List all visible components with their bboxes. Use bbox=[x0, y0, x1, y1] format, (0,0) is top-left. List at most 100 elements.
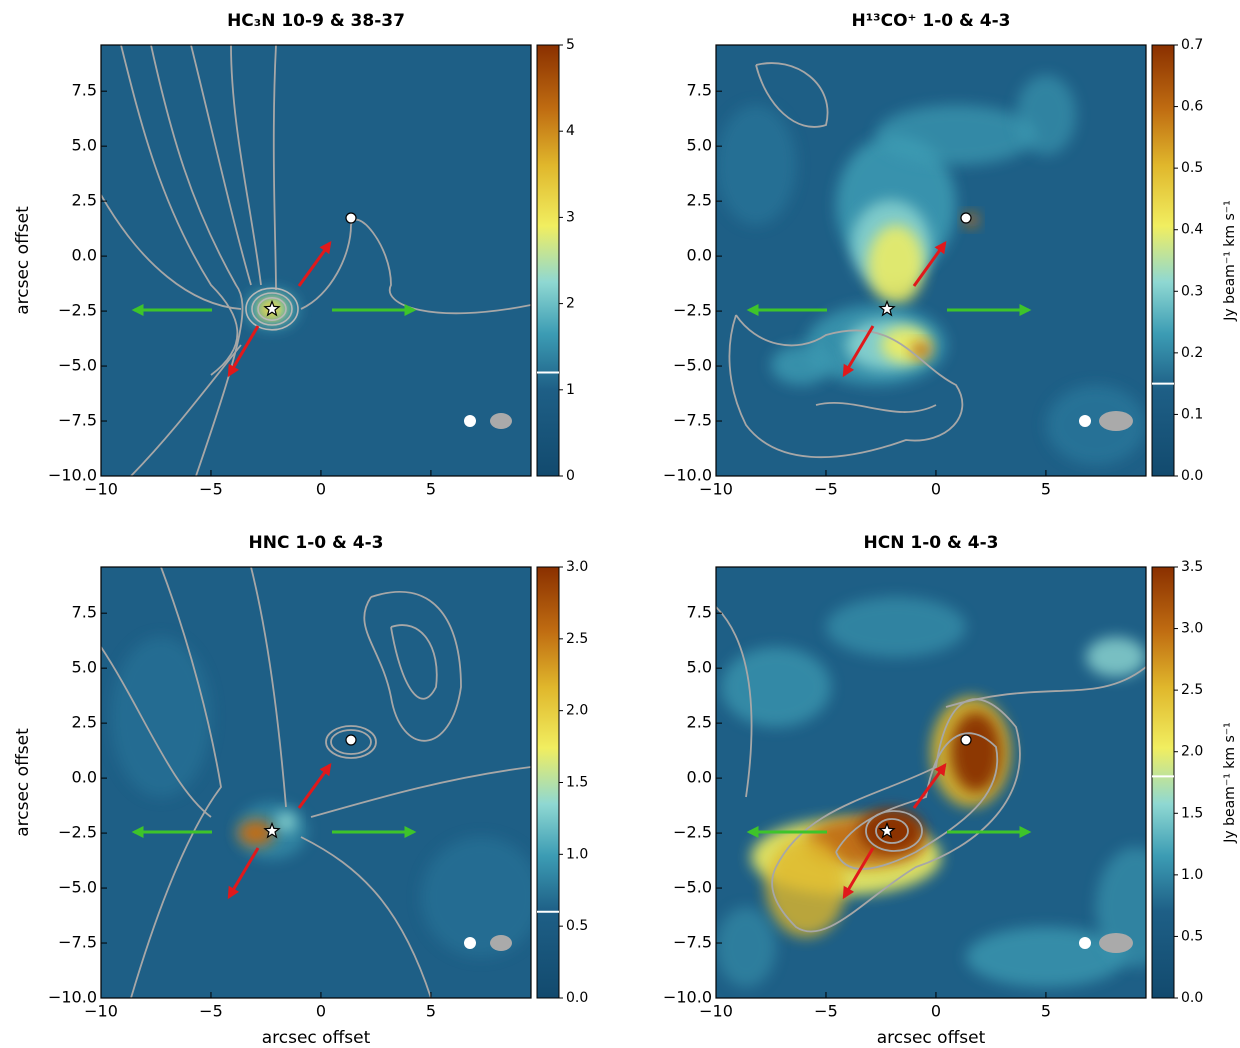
emission bbox=[876, 105, 1036, 165]
map bbox=[101, 567, 541, 998]
colorbar bbox=[537, 45, 559, 476]
x-tick-label: 0 bbox=[316, 480, 326, 499]
emission bbox=[1086, 637, 1146, 677]
y-tick-label: 7.5 bbox=[687, 603, 712, 622]
colorbar-tick-label: 0.0 bbox=[1181, 990, 1203, 1006]
y-tick-label: 2.5 bbox=[72, 713, 97, 732]
panel-title: HC₃N 10-9 & 38-37 bbox=[227, 11, 405, 31]
map bbox=[716, 567, 1176, 998]
colorbar-tick-label: 1 bbox=[566, 382, 575, 398]
colorbar-tick-label: 0.7 bbox=[1181, 37, 1203, 53]
colorbar-tick-label: 5 bbox=[566, 37, 575, 53]
y-tick-label: 7.5 bbox=[72, 81, 97, 100]
colorbar-tick-label: 0 bbox=[566, 468, 575, 484]
y-tick-label: −10.0 bbox=[48, 466, 97, 485]
x-axis-label: arcsec offset bbox=[262, 1028, 371, 1048]
colorbar bbox=[1152, 567, 1174, 998]
emission bbox=[868, 225, 924, 305]
x-tick-label: 5 bbox=[1041, 480, 1051, 499]
y-tick-label: −5.0 bbox=[673, 356, 712, 375]
emission bbox=[716, 907, 776, 987]
emission bbox=[111, 637, 211, 797]
y-axis-label: arcsec offset bbox=[13, 728, 33, 837]
colorbar-label: Jy beam⁻¹ km s⁻¹ bbox=[1222, 722, 1238, 844]
panel-title: HNC 1-0 & 4-3 bbox=[249, 533, 384, 553]
beam bbox=[1099, 411, 1133, 431]
beam bbox=[1079, 937, 1091, 949]
y-tick-label: −10.0 bbox=[663, 988, 712, 1007]
beam bbox=[490, 935, 512, 951]
figure: −10−505−10.0−7.5−5.0−2.50.02.55.07.5HC₃N… bbox=[0, 0, 1240, 1048]
x-tick-label: 0 bbox=[316, 1002, 326, 1021]
y-tick-label: −2.5 bbox=[673, 301, 712, 320]
beam bbox=[464, 937, 476, 949]
colorbar-tick-label: 3.5 bbox=[1181, 559, 1203, 575]
colorbar-tick-label: 2.5 bbox=[566, 631, 588, 647]
x-tick-label: 0 bbox=[931, 480, 941, 499]
x-tick-label: 5 bbox=[1041, 1002, 1051, 1021]
beam bbox=[1099, 933, 1133, 953]
colorbar-tick-label: 3 bbox=[566, 209, 575, 225]
y-tick-label: −7.5 bbox=[673, 411, 712, 430]
y-tick-label: 0.0 bbox=[72, 768, 97, 787]
colorbar bbox=[1152, 45, 1174, 476]
emission bbox=[826, 597, 966, 657]
beam bbox=[1079, 415, 1091, 427]
emission bbox=[721, 647, 831, 727]
y-tick-label: −2.5 bbox=[58, 823, 97, 842]
y-tick-label: 7.5 bbox=[72, 603, 97, 622]
emission bbox=[911, 342, 931, 358]
colorbar bbox=[537, 567, 559, 998]
x-tick-label: 5 bbox=[426, 480, 436, 499]
emission bbox=[421, 837, 541, 957]
beam bbox=[464, 415, 476, 427]
colorbar-tick-label: 1.5 bbox=[1181, 805, 1203, 821]
beam bbox=[490, 413, 512, 429]
colorbar-tick-label: 0.5 bbox=[1181, 160, 1203, 176]
x-tick-label: −5 bbox=[199, 1002, 223, 1021]
panel-title: HCN 1-0 & 4-3 bbox=[864, 533, 999, 553]
colorbar-label: Jy beam⁻¹ km s⁻¹ bbox=[1222, 200, 1238, 322]
y-axis-label: arcsec offset bbox=[13, 206, 33, 315]
y-tick-label: 5.0 bbox=[687, 658, 712, 677]
y-tick-label: −5.0 bbox=[58, 356, 97, 375]
x-axis-label: arcsec offset bbox=[877, 1028, 986, 1048]
circle-source bbox=[346, 735, 356, 745]
circle-source bbox=[346, 213, 356, 223]
colorbar-tick-label: 4 bbox=[566, 123, 575, 139]
colorbar-tick-label: 3.0 bbox=[566, 559, 588, 575]
colorbar-tick-label: 1.5 bbox=[566, 775, 588, 791]
colorbar-tick-label: 0.5 bbox=[566, 918, 588, 934]
y-tick-label: 0.0 bbox=[687, 246, 712, 265]
colorbar-tick-label: 2 bbox=[566, 296, 575, 312]
x-tick-label: −5 bbox=[814, 1002, 838, 1021]
panel: −10−505−10.0−7.5−5.0−2.50.02.55.07.5HC₃N… bbox=[13, 11, 575, 499]
y-tick-label: 0.0 bbox=[72, 246, 97, 265]
y-tick-label: 5.0 bbox=[72, 136, 97, 155]
colorbar-tick-label: 1.0 bbox=[1181, 867, 1203, 883]
y-tick-label: −10.0 bbox=[48, 988, 97, 1007]
y-tick-label: 7.5 bbox=[687, 81, 712, 100]
y-tick-label: −10.0 bbox=[663, 466, 712, 485]
y-tick-label: −2.5 bbox=[673, 823, 712, 842]
y-tick-label: −7.5 bbox=[58, 411, 97, 430]
colorbar-tick-label: 0.3 bbox=[1181, 283, 1203, 299]
x-tick-label: −5 bbox=[814, 480, 838, 499]
y-tick-label: 0.0 bbox=[687, 768, 712, 787]
emission bbox=[1016, 75, 1076, 155]
y-tick-label: −5.0 bbox=[58, 878, 97, 897]
x-tick-label: −5 bbox=[199, 480, 223, 499]
emission bbox=[771, 345, 831, 385]
x-tick-label: 0 bbox=[931, 1002, 941, 1021]
colorbar-tick-label: 1.0 bbox=[566, 846, 588, 862]
y-tick-label: −2.5 bbox=[58, 301, 97, 320]
y-tick-label: −7.5 bbox=[58, 933, 97, 952]
colorbar-tick-label: 0.0 bbox=[1181, 468, 1203, 484]
y-tick-label: 5.0 bbox=[687, 136, 712, 155]
x-tick-label: 5 bbox=[426, 1002, 436, 1021]
emission bbox=[716, 105, 796, 225]
y-tick-label: 2.5 bbox=[687, 713, 712, 732]
